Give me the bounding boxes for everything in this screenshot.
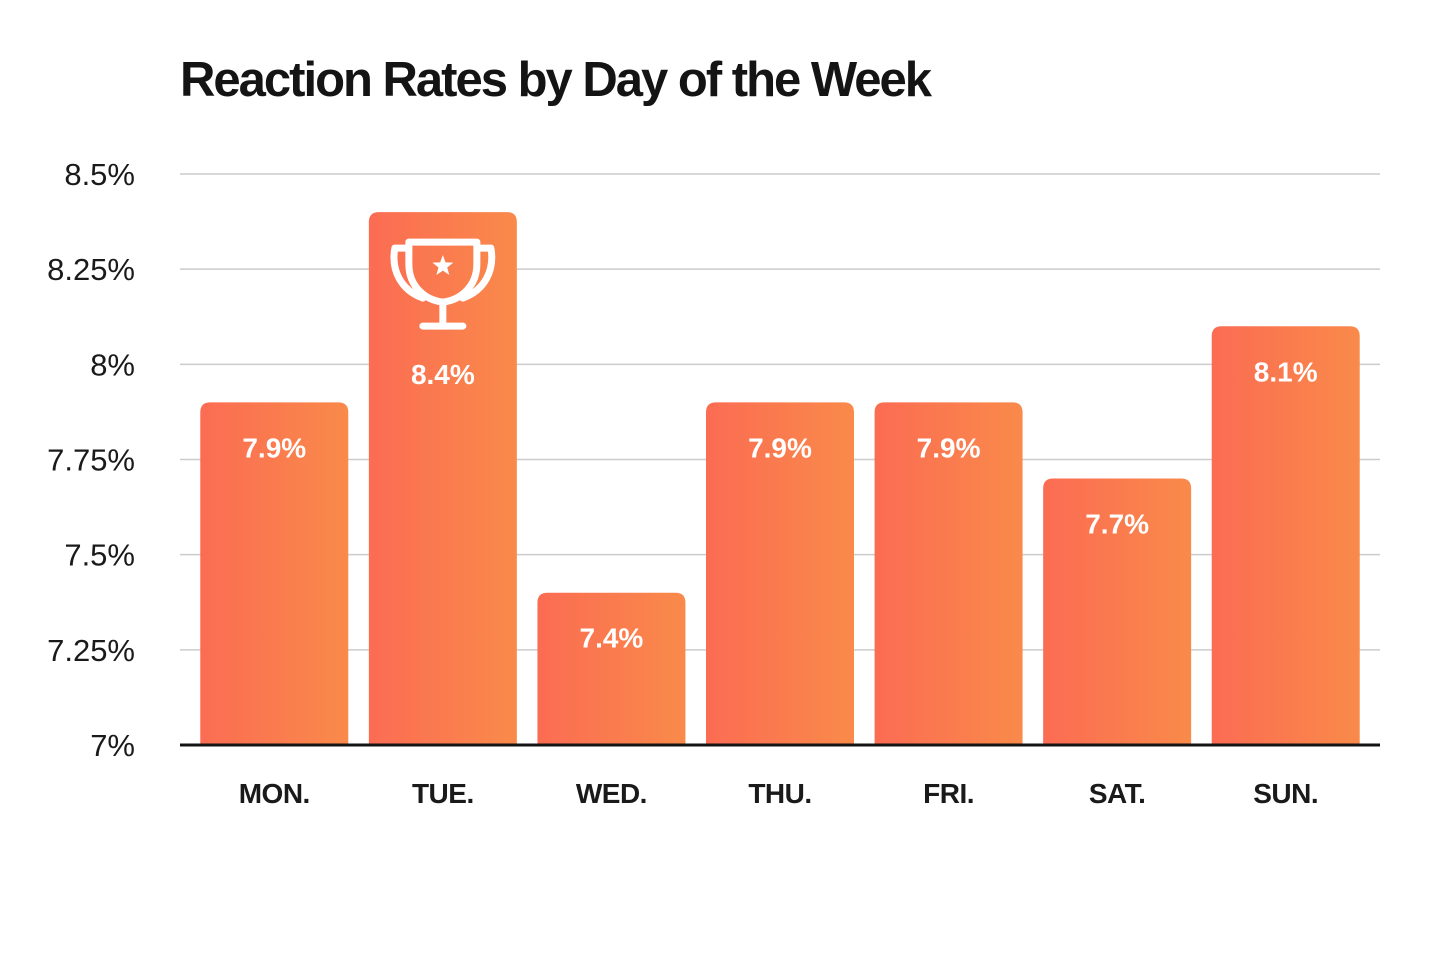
value-label: 8.4% — [411, 359, 475, 390]
chart-title: Reaction Rates by Day of the Week — [180, 53, 932, 107]
value-label: 7.9% — [917, 432, 981, 463]
x-tick-label: FRI. — [923, 778, 974, 809]
bar-wed — [537, 592, 686, 745]
trophy-icon — [390, 238, 496, 330]
value-label: 7.9% — [748, 432, 812, 463]
y-tick-label: 8.25% — [47, 252, 135, 287]
y-tick-label: 7% — [90, 728, 135, 763]
y-tick-label: 7.5% — [64, 538, 135, 573]
y-tick-label: 7.25% — [47, 633, 135, 668]
highlight-icons — [390, 238, 496, 330]
value-labels: 7.9% 8.4% 7.4% 7.9% 7.9% 7.7% 8.1% — [242, 356, 1317, 653]
bar-fri — [874, 402, 1023, 745]
value-label: 7.9% — [242, 432, 306, 463]
bar-sun — [1211, 326, 1360, 745]
star-icon — [432, 255, 454, 275]
value-label: 8.1% — [1254, 356, 1318, 387]
bar-mon — [200, 402, 349, 745]
x-tick-label: SUN. — [1253, 778, 1318, 809]
x-tick-label: THU. — [748, 778, 811, 809]
bar-sat — [1043, 478, 1192, 745]
y-tick-label: 8.5% — [64, 157, 135, 192]
y-tick-label: 8% — [90, 347, 135, 382]
x-tick-label: WED. — [576, 778, 647, 809]
x-tick-label: MON. — [239, 778, 310, 809]
value-label: 7.7% — [1085, 509, 1149, 540]
x-tick-label: SAT. — [1089, 778, 1146, 809]
bar-thu — [706, 402, 854, 745]
x-tick-label: TUE. — [412, 778, 474, 809]
x-axis-ticks: MON. TUE. WED. THU. FRI. SAT. SUN. — [239, 778, 1319, 809]
y-axis-ticks: 7% 7.25% 7.5% 7.75% 8% 8.25% 8.5% — [47, 157, 135, 763]
value-label: 7.4% — [580, 623, 644, 654]
y-tick-label: 7.75% — [47, 443, 135, 478]
bars — [200, 212, 1360, 746]
bar-tue — [368, 212, 517, 746]
